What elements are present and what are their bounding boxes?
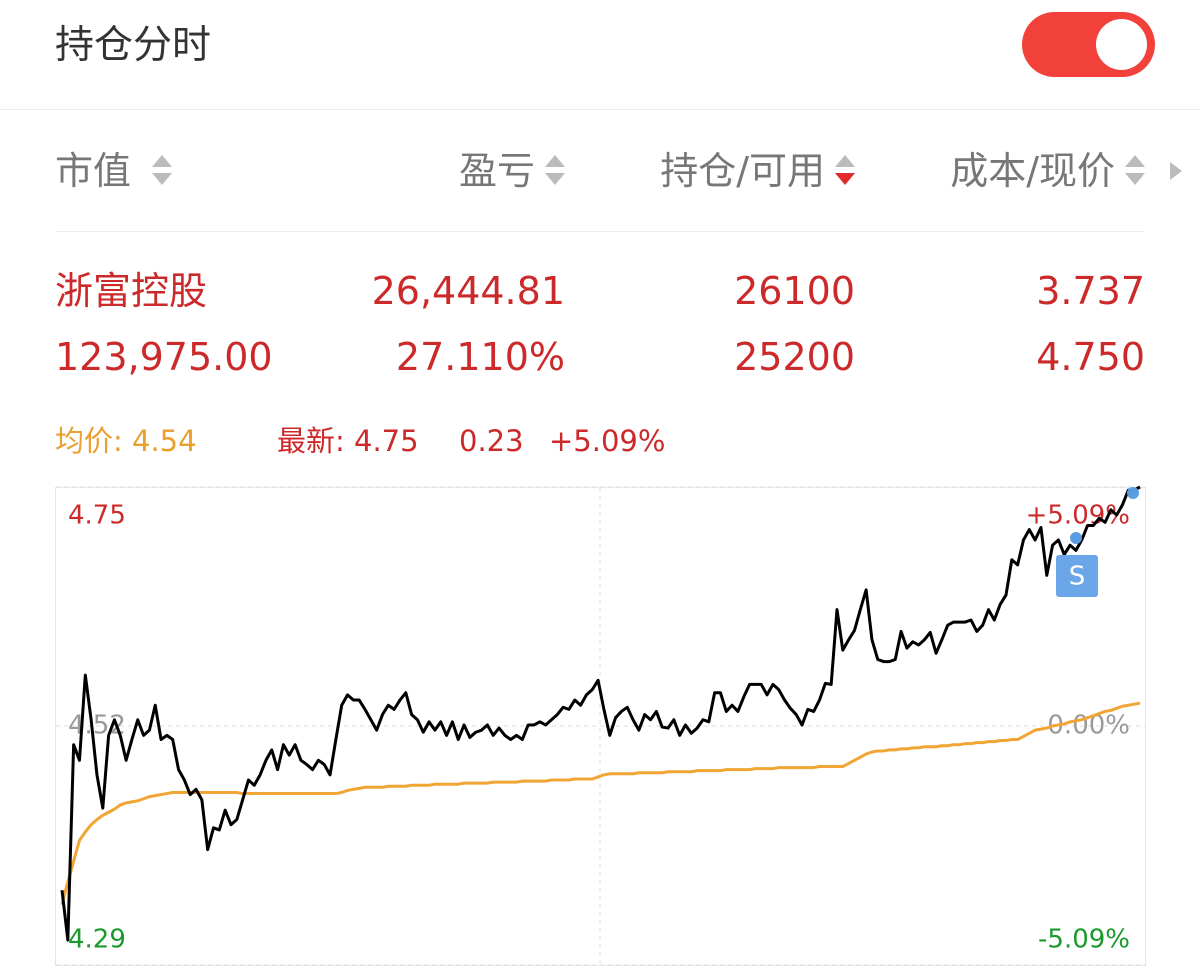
- sort-arrows[interactable]: [543, 150, 567, 190]
- sort-arrows[interactable]: [150, 150, 174, 190]
- table-cell: 25200: [734, 335, 855, 379]
- column-header[interactable]: 持仓/可用: [660, 149, 825, 193]
- divider: [0, 109, 1200, 110]
- series-line: [60, 485, 1141, 942]
- page-title: 持仓分时: [55, 23, 212, 68]
- change-percent: +5.09%: [549, 424, 666, 458]
- more-arrow[interactable]: [1168, 160, 1184, 182]
- trade-dot: [1070, 532, 1082, 544]
- table-cell: 26,444.81: [371, 269, 565, 313]
- price-change: 0.23: [459, 424, 524, 458]
- column-header[interactable]: 市值: [55, 149, 132, 193]
- sort-arrows[interactable]: [833, 150, 857, 190]
- table-cell: 123,975.00: [55, 335, 273, 379]
- average-price: 均价: 4.54: [55, 424, 197, 458]
- table-cell: 26100: [734, 269, 855, 313]
- sell-badge[interactable]: [1056, 555, 1098, 597]
- y2-tick-label: +5.09%: [1026, 501, 1130, 531]
- table-cell: 27.110%: [395, 335, 565, 379]
- toggle-knob: [1096, 19, 1147, 70]
- table-cell: 3.737: [1036, 269, 1145, 313]
- toggle-switch[interactable]: [1022, 12, 1155, 77]
- y2-tick-label: -5.09%: [1038, 925, 1130, 955]
- divider: [55, 231, 1145, 232]
- sort-arrows[interactable]: [1123, 150, 1147, 190]
- table-cell: 浙富控股: [55, 269, 208, 313]
- y-tick-label: 4.29: [68, 925, 126, 955]
- latest-price: 最新: 4.75: [277, 424, 419, 458]
- table-cell: 4.750: [1036, 335, 1145, 379]
- column-header[interactable]: 盈亏: [458, 149, 535, 193]
- column-header[interactable]: 成本/现价: [950, 149, 1115, 193]
- series-line: [60, 701, 1141, 906]
- sell-badge-label: S: [1069, 562, 1086, 592]
- y-tick-label: 4.75: [68, 501, 126, 531]
- trade-dot: [1127, 487, 1139, 499]
